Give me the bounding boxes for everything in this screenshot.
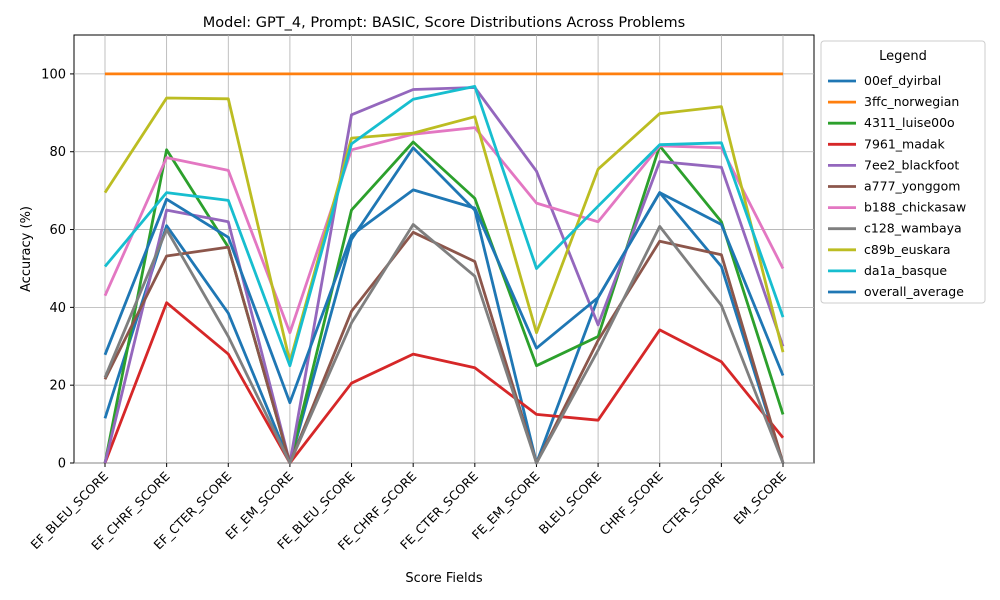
legend-label-4311_luise00o: 4311_luise00o: [864, 115, 955, 130]
x-tick-label: BLEU_SCORE: [536, 468, 605, 537]
series-line-7ee2_blackfoot: [103, 86, 785, 465]
legend-label-overall_average: overall_average: [864, 284, 964, 299]
series-line-da1a_basque: [103, 85, 785, 368]
y-tick-label: 100: [41, 67, 66, 82]
legend-label-a777_yonggom: a777_yonggom: [864, 179, 960, 194]
series-line-c89b_euskara: [103, 96, 785, 364]
y-tick-label: 80: [49, 145, 66, 160]
series-line-4311_luise00o: [103, 140, 785, 465]
series-line-7961_madak: [103, 301, 785, 465]
legend-box: [820, 40, 986, 304]
legend-label-b188_chickasaw: b188_chickasaw: [864, 200, 966, 215]
chart-title: Model: GPT_4, Prompt: BASIC, Score Distr…: [203, 15, 685, 31]
legend-label-00ef_dyirbal: 00ef_dyirbal: [864, 73, 941, 88]
y-tick-label: 0: [58, 457, 66, 472]
legend-label-da1a_basque: da1a_basque: [864, 263, 947, 278]
y-axis-ticks: 0 20 40 60 80 100: [41, 67, 74, 472]
series-line-a777_yonggom: [103, 230, 785, 465]
series-line-overall_average: [103, 188, 785, 405]
y-tick-label: 20: [49, 379, 66, 394]
x-axis-label: Score Fields: [405, 571, 483, 586]
x-tick-label: CHRF_SCORE: [596, 468, 666, 538]
series-lines: [103, 72, 785, 465]
y-tick-label: 40: [49, 301, 66, 316]
legend: Legend 00ef_dyirbal 3ffc_norwegian 4311_lu…: [820, 40, 986, 304]
series-line-00ef_dyirbal: [103, 146, 785, 465]
x-axis-ticks: EF_BLEU_SCOREEF_CHRF_SCOREEF_CTER_SCOREE…: [27, 463, 789, 553]
x-tick-label: EM_SCORE: [730, 468, 789, 527]
legend-title: Legend: [879, 49, 927, 64]
legend-label-7ee2_blackfoot: 7ee2_blackfoot: [864, 157, 959, 172]
series-line-b188_chickasaw: [103, 126, 785, 335]
legend-label-3ffc_norwegian: 3ffc_norwegian: [864, 94, 959, 109]
legend-label-c89b_euskara: c89b_euskara: [864, 242, 951, 257]
y-tick-label: 60: [49, 223, 66, 238]
legend-label-7961_madak: 7961_madak: [864, 136, 945, 151]
legend-label-c128_wambaya: c128_wambaya: [864, 221, 962, 236]
x-tick-label: CTER_SCORE: [659, 468, 728, 537]
y-axis-label: Accuracy (%): [19, 206, 34, 292]
legend-items: 00ef_dyirbal 3ffc_norwegian 4311_luise00o 7…: [828, 73, 966, 299]
series-line-c128_wambaya: [103, 223, 785, 465]
